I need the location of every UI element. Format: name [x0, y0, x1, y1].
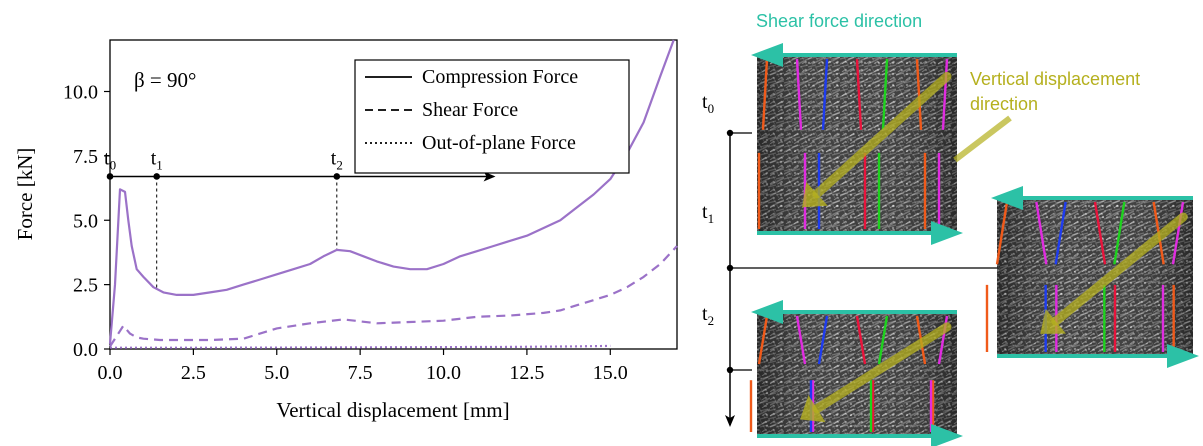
fiber-marker-top [855, 58, 863, 130]
x-tick-label: 2.5 [181, 362, 206, 384]
fiber-marker-top [941, 58, 949, 130]
x-axis: 0.0 2.5 5.0 7.5 10.0 12.5 15.0 [98, 349, 628, 384]
legend-label: Shear Force [422, 99, 518, 121]
time-marker-dot [106, 173, 114, 180]
time-markers: t0 t1 t2 [104, 147, 343, 289]
fiber-marker-top [1054, 201, 1067, 265]
fiber-marker-top [855, 315, 867, 365]
y-tick-label: 5.0 [73, 210, 98, 232]
fiber-marker-top [795, 58, 803, 130]
y-tick-label: 7.5 [73, 146, 98, 168]
displacement-shaft [1051, 212, 1188, 326]
displacement-arrowhead [1040, 308, 1066, 334]
time-marker-label: t2 [331, 147, 343, 172]
series-line-dotted [110, 344, 611, 349]
vertical-direction-title-line2: direction [970, 94, 1038, 114]
shear-direction-title: Shear force direction [756, 11, 922, 31]
fiber-marker-top [881, 58, 889, 130]
y-tick-label: 0.0 [73, 339, 98, 361]
fiber-marker-top [1113, 201, 1126, 265]
legend: Compression Force Shear Force Out-of-plane… [354, 59, 630, 174]
fiber-marker-top [915, 58, 923, 130]
shear-arrowhead-right [931, 221, 963, 245]
y-axis: 0.0 2.5 5.0 7.5 10.0 [63, 82, 110, 361]
displacement-arrowhead [802, 181, 828, 208]
legend-label: Compression Force [422, 66, 578, 88]
time-marker-label: t0 [104, 147, 116, 172]
series-line-solid [108, 39, 675, 344]
displacement-arrowhead [800, 395, 826, 423]
x-axis-label: Vertical displacement [mm] [276, 398, 509, 422]
diagram-t2-label: t2 [702, 303, 714, 328]
shear-arrowhead-right [1167, 344, 1199, 368]
x-tick-label: 10.0 [426, 362, 461, 384]
displacement-direction-pointer [953, 115, 1012, 163]
series-line-dashed [109, 245, 678, 347]
shear-arrowhead-left [751, 43, 783, 67]
x-tick-label: 0.0 [98, 362, 123, 384]
legend-label: Out-of-plane Force [422, 132, 576, 154]
force-chart: 0.0 2.5 5.0 7.5 10.0 12.5 15.0 0.0 2.5 5.0 7.5 10.… [13, 39, 678, 422]
fiber-marker-top [761, 58, 769, 130]
fiber-marker-top [817, 315, 829, 365]
y-axis-label: Force [kN] [13, 148, 37, 241]
y-tick-label: 2.5 [73, 275, 98, 297]
fiber-marker-top [877, 315, 889, 365]
shear-arrowhead-left [991, 186, 1023, 210]
beta-annotation: β = 90° [134, 68, 196, 92]
fiber-marker-top [1093, 201, 1107, 265]
fiber-marker-top [1171, 201, 1185, 265]
legend-box [354, 59, 630, 174]
x-tick-label: 15.0 [593, 362, 628, 384]
displacement-shaft [812, 71, 952, 199]
diagram-t0-label: t0 [702, 91, 714, 116]
x-tick-label: 12.5 [509, 362, 544, 384]
y-tick-label: 10.0 [63, 82, 98, 104]
specimen-shading [757, 312, 957, 436]
shear-arrowhead-left [751, 300, 783, 324]
t1-dot [726, 264, 734, 272]
shear-arrowhead-right [931, 424, 963, 446]
displacement-shaft [812, 322, 952, 414]
series-group [108, 39, 678, 349]
specimen-photo-t0 [751, 43, 963, 245]
specimen-shading [997, 198, 1193, 356]
time-marker-label: t1 [151, 147, 163, 172]
fiber-marker-top [795, 315, 807, 365]
specimen-shading [757, 55, 957, 233]
diagram-t1-label: t1 [702, 201, 714, 226]
x-tick-label: 7.5 [348, 362, 373, 384]
specimen-diagram: Shear force direction Vertical displacem… [702, 11, 1199, 446]
specimen-photo-t1 [985, 186, 1199, 368]
fiber-marker-top [821, 58, 829, 130]
plot-area-frame [109, 39, 678, 350]
vertical-direction-title-line1: Vertical displacement [970, 69, 1140, 89]
fiber-marker-top [995, 201, 1009, 265]
specimen-photo-t2 [749, 300, 963, 446]
x-tick-label: 5.0 [264, 362, 289, 384]
fiber-marker-top [1035, 201, 1048, 265]
fiber-marker-top [757, 315, 769, 365]
